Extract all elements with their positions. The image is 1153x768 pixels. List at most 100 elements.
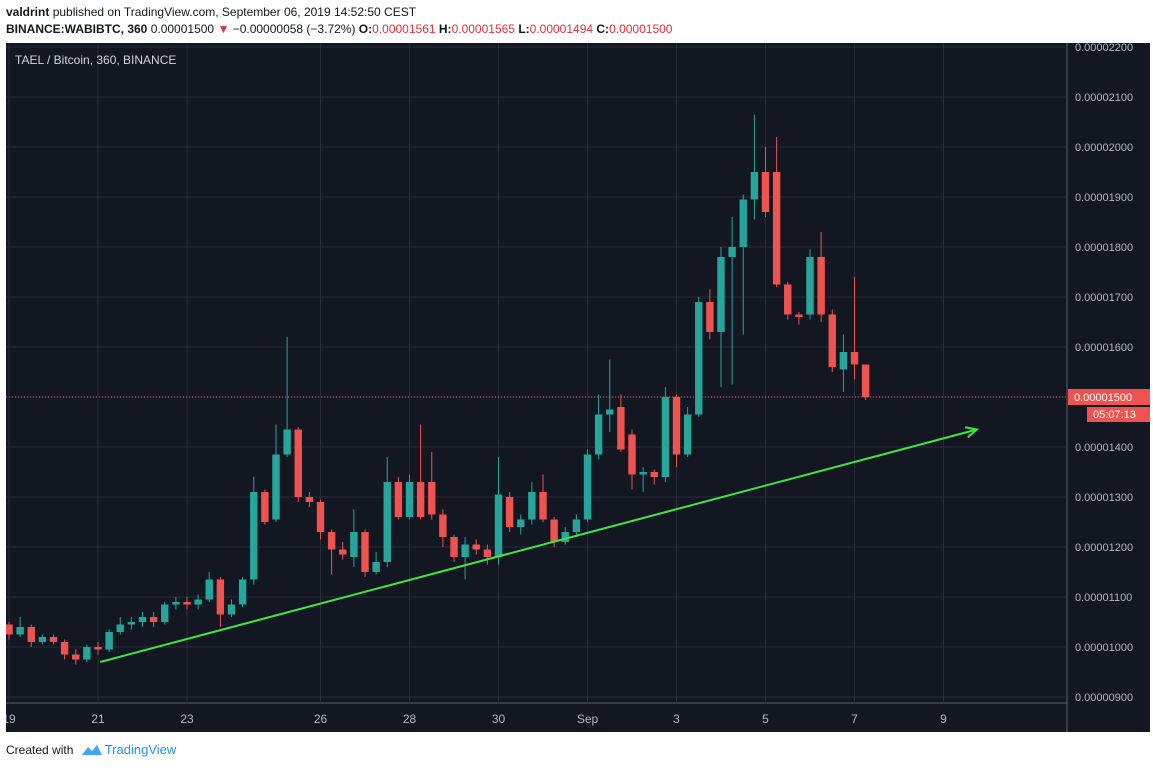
candle-body <box>594 414 603 455</box>
candle-down <box>472 539 480 555</box>
time-axis[interactable]: 19 21 23 26 28 30 Sep 3 5 7 9 <box>6 712 947 726</box>
candle-body <box>161 604 169 622</box>
price-tick-label: 0.00000900 <box>1075 692 1133 704</box>
candle-down <box>428 452 436 520</box>
candle-body <box>327 532 336 550</box>
candle-down <box>450 534 458 562</box>
countdown-tag <box>1087 407 1150 422</box>
open-value: 0.00001561 <box>372 22 436 36</box>
candle-down <box>305 492 314 507</box>
candle-body <box>706 302 714 332</box>
price-tick-label: 0.00002100 <box>1075 92 1133 104</box>
candle-body <box>238 579 247 605</box>
trendline <box>99 428 978 663</box>
candle-up <box>116 617 124 635</box>
candle-down <box>94 642 102 655</box>
candle-down <box>361 529 369 577</box>
candle-body <box>428 482 436 515</box>
candle-body <box>661 397 670 477</box>
candle-body <box>149 617 158 622</box>
candle-body <box>127 622 136 625</box>
candle-up <box>205 572 213 602</box>
candle-body <box>138 617 147 622</box>
candle-body <box>172 602 180 605</box>
overlay: 0.00001500 05:07:13 <box>6 389 1150 663</box>
candle-down <box>483 544 492 565</box>
candle-body <box>561 532 569 542</box>
candle-down <box>505 492 514 532</box>
time-tick-label: 5 <box>762 712 769 726</box>
candle-up <box>283 337 291 457</box>
candle-body <box>261 492 269 522</box>
candle-up <box>606 359 614 432</box>
candle-up <box>683 407 692 457</box>
candle-body <box>683 414 692 455</box>
candle-up <box>405 474 414 520</box>
candle-body <box>639 472 647 475</box>
change-arrow-icon: ▼ <box>217 22 230 36</box>
candle-up <box>272 424 280 522</box>
candle-body <box>339 549 347 555</box>
candle-down <box>795 312 803 325</box>
time-tick-label: 7 <box>851 712 858 726</box>
candle-body <box>383 482 391 562</box>
candle-up <box>528 482 536 525</box>
candle-body <box>672 397 681 455</box>
candle-up <box>739 194 747 335</box>
candle-up <box>561 527 569 545</box>
candle-body <box>739 199 747 247</box>
time-tick-label: 3 <box>673 712 680 726</box>
candle-body <box>461 544 469 557</box>
candle-down <box>27 624 35 647</box>
candle-body <box>617 407 625 450</box>
candle-body <box>316 502 325 532</box>
candle-body <box>227 604 236 615</box>
candle-body <box>717 257 725 332</box>
candle-body <box>539 492 547 520</box>
candle-body <box>861 364 870 397</box>
candle-body <box>439 514 447 537</box>
low-value: 0.00001494 <box>529 22 594 36</box>
candle-body <box>250 492 258 580</box>
trendline-arrowhead <box>964 426 980 439</box>
candle-body <box>772 172 781 285</box>
candle-down <box>339 542 347 560</box>
candlestick-chart[interactable]: 0.00000900 0.00001000 0.00001100 0.00001200… <box>6 43 1150 732</box>
candle-down <box>72 649 80 665</box>
candle-up <box>38 634 47 645</box>
candle-up <box>383 457 391 567</box>
candle-down <box>539 474 547 522</box>
candle-down <box>650 469 658 485</box>
candle-body <box>795 314 803 317</box>
candle-up <box>728 217 736 385</box>
candle-body <box>784 284 792 315</box>
candle-body <box>517 519 525 527</box>
low-label: L: <box>518 22 530 36</box>
candle-up <box>639 467 647 492</box>
candle-body <box>49 637 58 642</box>
candle-body <box>361 532 369 572</box>
current-price-label: 0.00001500 <box>1074 392 1132 404</box>
candle-up <box>372 552 380 575</box>
chart-container[interactable]: 0.00000900 0.00001000 0.00001100 0.00001200… <box>6 43 1150 732</box>
candle-body <box>83 647 91 660</box>
last-price: 0.00001500 <box>150 22 215 36</box>
candle-body <box>750 172 759 200</box>
candle-body <box>483 549 492 557</box>
candle-down <box>416 424 425 520</box>
candle-down <box>294 427 302 502</box>
candle-body <box>27 627 35 642</box>
time-tick-label: 26 <box>314 712 328 726</box>
created-with-text: Created with <box>6 743 74 757</box>
candle-body <box>6 624 13 635</box>
grid-lines <box>6 43 1068 732</box>
candle-body <box>450 537 458 557</box>
candle-down <box>439 509 447 547</box>
candle-down <box>628 429 636 490</box>
tradingview-brand[interactable]: TradingView <box>104 742 177 757</box>
author-name[interactable]: valdrint <box>6 5 50 19</box>
candle-body <box>405 482 414 517</box>
candle-body <box>394 482 403 517</box>
candle-body <box>272 454 280 520</box>
price-tick-label: 0.00001600 <box>1075 342 1133 354</box>
